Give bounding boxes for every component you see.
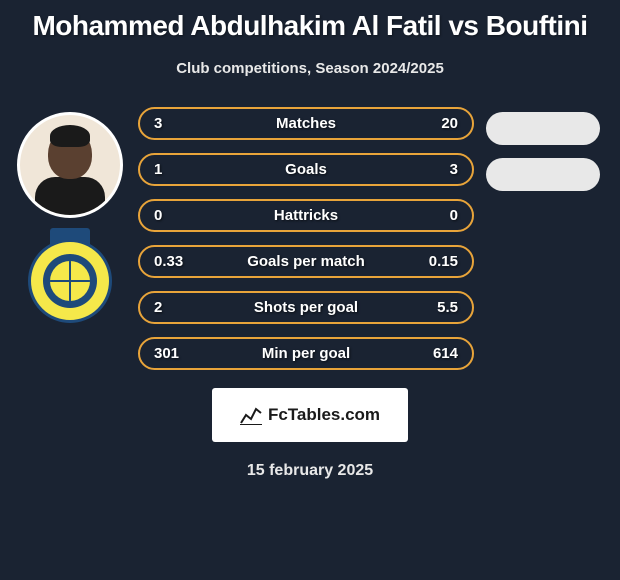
- club-globe-icon: [50, 261, 90, 301]
- stat-left-value: 3: [154, 115, 194, 132]
- footer-brand-badge: FcTables.com: [212, 388, 408, 442]
- stat-label: Hattricks: [274, 207, 338, 224]
- avatar-hair: [50, 125, 90, 147]
- right-column: [482, 107, 610, 370]
- stat-right-value: 0: [418, 207, 458, 224]
- stat-left-value: 0: [154, 207, 194, 224]
- right-pill: [486, 112, 600, 145]
- avatar-head: [48, 129, 92, 179]
- stat-right-value: 614: [418, 345, 458, 362]
- player-avatar: [17, 112, 123, 218]
- stat-row-goals: 1 Goals 3: [138, 153, 474, 186]
- stat-row-hattricks: 0 Hattricks 0: [138, 199, 474, 232]
- date-label: 15 february 2025: [0, 462, 620, 480]
- stat-row-shots-per-goal: 2 Shots per goal 5.5: [138, 291, 474, 324]
- footer-brand-text: FcTables.com: [268, 405, 380, 425]
- stat-label: Min per goal: [262, 345, 350, 362]
- right-pill: [486, 158, 600, 191]
- stat-row-min-per-goal: 301 Min per goal 614: [138, 337, 474, 370]
- stat-right-value: 5.5: [418, 299, 458, 316]
- club-inner-circle: [43, 254, 97, 308]
- stat-right-value: 3: [418, 161, 458, 178]
- avatar-figure: [35, 125, 105, 215]
- comparison-card: Mohammed Abdulhakim Al Fatil vs Bouftini…: [0, 0, 620, 580]
- club-shield: [28, 239, 112, 323]
- stat-left-value: 1: [154, 161, 194, 178]
- club-logo: [20, 238, 120, 324]
- stat-left-value: 0.33: [154, 253, 194, 270]
- stat-label: Goals: [285, 161, 327, 178]
- left-column: [10, 107, 130, 370]
- chart-icon: [240, 405, 262, 425]
- stat-row-matches: 3 Matches 20: [138, 107, 474, 140]
- stat-row-goals-per-match: 0.33 Goals per match 0.15: [138, 245, 474, 278]
- content-area: 3 Matches 20 1 Goals 3 0 Hattricks 0 0.3…: [0, 107, 620, 370]
- stat-left-value: 301: [154, 345, 194, 362]
- stat-right-value: 0.15: [418, 253, 458, 270]
- stat-label: Matches: [276, 115, 336, 132]
- avatar-body: [35, 177, 105, 217]
- stat-label: Shots per goal: [254, 299, 358, 316]
- stat-label: Goals per match: [247, 253, 365, 270]
- subtitle: Club competitions, Season 2024/2025: [0, 60, 620, 77]
- stat-left-value: 2: [154, 299, 194, 316]
- stat-right-value: 20: [418, 115, 458, 132]
- page-title: Mohammed Abdulhakim Al Fatil vs Bouftini: [0, 0, 620, 42]
- stats-column: 3 Matches 20 1 Goals 3 0 Hattricks 0 0.3…: [130, 107, 482, 370]
